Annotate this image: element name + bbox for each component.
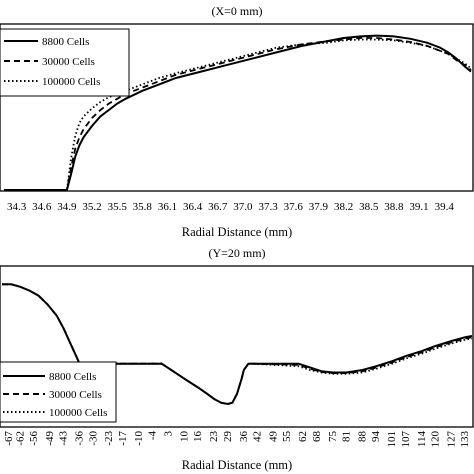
top-x-tick-label: 34.6 [32, 201, 52, 213]
top-plot-frame [0, 23, 474, 192]
bottom-legend-label-30000: 30000 Cells [49, 389, 102, 401]
bottom-x-tick-label: 3 [163, 431, 175, 437]
top-x-tick-label: 39.4 [435, 201, 455, 213]
top-legend-label-30000: 30000 Cells [42, 56, 95, 68]
top-x-tick-label: 37.3 [258, 201, 278, 213]
top-x-tick-labels: 34.3 34.6 34.9 35.2 35.5 35.8 36.1 36.4 36.7 37.0… [7, 201, 454, 213]
top-x-tick-label: 39.1 [409, 201, 428, 213]
top-x-tick-label: 38.5 [359, 201, 379, 213]
top-series-line-solid [4, 34, 472, 191]
bottom-x-tick-label: -56 [28, 431, 40, 446]
top-series-lines [4, 34, 472, 191]
bottom-x-tick-label: 55 [281, 431, 293, 443]
bottom-x-tick-label: 23 [208, 431, 220, 443]
bottom-x-tick-label: -36 [74, 431, 86, 446]
bottom-legend-label-100000: 100000 Cells [49, 407, 107, 419]
bottom-x-tick-label: 88 [357, 431, 369, 443]
bottom-x-tick-label: 68 [311, 431, 323, 443]
top-x-tick-label: 35.8 [133, 201, 153, 213]
bottom-x-tick-label: 42 [252, 431, 264, 442]
bottom-x-tick-label: 29 [222, 431, 234, 443]
bottom-series-lines [2, 283, 473, 406]
top-x-tick-label: 35.5 [108, 201, 128, 213]
bottom-series-line-dotted [2, 283, 473, 405]
bottom-chart-panel: (Y=20 mm) -67 -62 -56 -49 -43 -36 -30 -23 -17 -10… [0, 246, 474, 472]
bottom-x-tick-label: -49 [44, 431, 56, 446]
bottom-x-tick-label: 62 [297, 431, 309, 442]
bottom-x-tick-label: 120 [430, 431, 442, 448]
top-x-tick-label: 37.0 [233, 201, 253, 213]
bottom-x-tick-label: -62 [14, 431, 26, 446]
bottom-x-tick-label: -30 [87, 431, 99, 446]
bottom-x-tick-label: 81 [341, 431, 353, 442]
bottom-x-tick-label: -23 [103, 431, 115, 446]
bottom-x-axis-label: Radial Distance (mm) [182, 458, 292, 472]
top-x-tick-label: 38.2 [334, 201, 353, 213]
bottom-x-tick-label: -67 [3, 431, 15, 446]
bottom-legend: 8800 Cells 30000 Cells 100000 Cells [0, 361, 117, 423]
bottom-x-tick-label: 94 [370, 431, 382, 443]
bottom-plot-frame [0, 265, 474, 428]
bottom-x-tick-label: 36 [238, 431, 250, 443]
bottom-x-tick-labels: -67 -62 -56 -49 -43 -36 -30 -23 -17 -10 -4 3 10 16 23 2… [3, 431, 471, 448]
bottom-x-tick-label: -10 [133, 431, 145, 446]
top-x-tick-label: 34.9 [57, 201, 77, 213]
top-chart-title: (X=0 mm) [211, 4, 262, 18]
bottom-x-tick-label: 114 [416, 431, 428, 448]
top-legend-label-8800: 8800 Cells [42, 36, 89, 48]
bottom-legend-label-8800: 8800 Cells [49, 371, 96, 383]
bottom-x-tick-label: -43 [58, 431, 70, 446]
top-x-tick-label: 36.4 [183, 201, 203, 213]
bottom-x-tick-label: 133 [459, 431, 471, 448]
bottom-chart-title: (Y=20 mm) [208, 246, 265, 260]
top-series-line-dashed [4, 37, 472, 191]
top-x-tick-label: 38.8 [384, 201, 404, 213]
top-legend-label-100000: 100000 Cells [42, 76, 100, 88]
top-x-tick-label: 37.9 [309, 201, 329, 213]
bottom-x-tick-label: 101 [386, 431, 398, 448]
bottom-x-tick-label: 127 [446, 431, 458, 448]
bottom-x-tick-label: 16 [192, 431, 204, 443]
top-x-tick-label: 34.3 [7, 201, 27, 213]
bottom-x-tick-label: -4 [147, 431, 159, 441]
top-legend: 8800 Cells 30000 Cells 100000 Cells [0, 28, 130, 97]
bottom-x-tick-label: 49 [268, 431, 280, 443]
top-x-tick-label: 35.2 [82, 201, 101, 213]
top-chart-panel: (X=0 mm) 34.3 34.6 34.9 35.2 35.5 35.8 36.1 36.… [0, 4, 474, 239]
top-x-tick-label: 36.7 [208, 201, 228, 213]
top-x-tick-label: 36.1 [158, 201, 177, 213]
bottom-x-tick-label: -17 [117, 431, 129, 446]
top-x-tick-label: 37.6 [284, 201, 304, 213]
bottom-x-tick-label: 10 [179, 431, 191, 443]
bottom-x-tick-label: 75 [327, 431, 339, 443]
top-x-axis-label: Radial Distance (mm) [182, 225, 292, 239]
bottom-x-tick-label: 107 [400, 431, 412, 448]
